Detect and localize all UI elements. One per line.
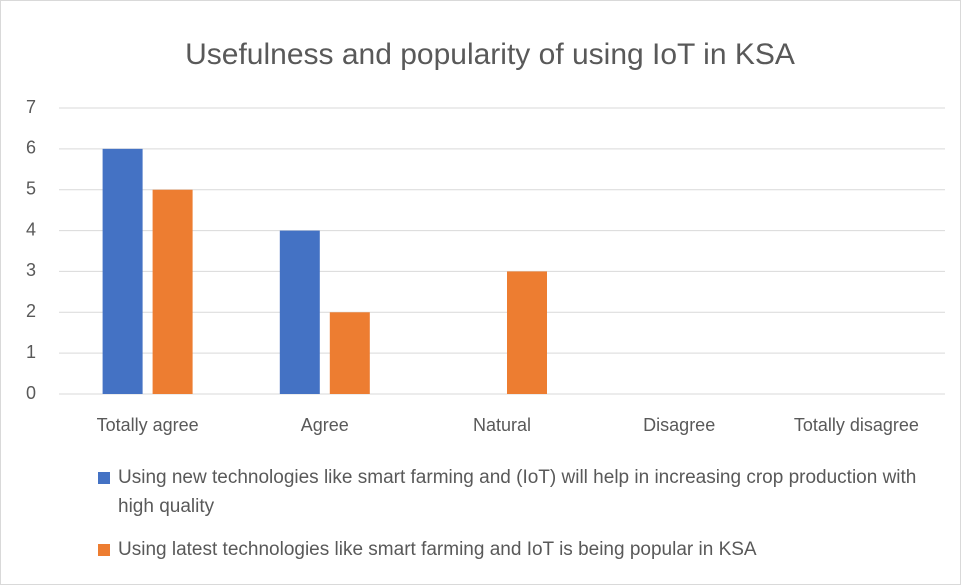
bar xyxy=(279,230,320,394)
y-tick-label: 2 xyxy=(26,301,36,321)
bar xyxy=(329,312,370,394)
y-tick-label: 5 xyxy=(26,178,36,198)
y-tick-label: 3 xyxy=(26,260,36,280)
y-tick-label: 4 xyxy=(26,219,36,239)
x-tick-label: Totally disagree xyxy=(794,415,919,435)
y-tick-label: 1 xyxy=(26,342,36,362)
legend-swatch xyxy=(98,472,110,484)
legend-label: Using new technologies like smart farmin… xyxy=(118,467,917,517)
bar xyxy=(152,189,193,394)
legend-swatch xyxy=(98,544,110,556)
legend-item: Using new technologies like smart farmin… xyxy=(98,463,918,521)
chart-title: Usefulness and popularity of using IoT i… xyxy=(185,38,795,71)
x-tick-label: Natural xyxy=(473,415,531,435)
y-tick-label: 7 xyxy=(26,97,36,117)
x-tick-label: Disagree xyxy=(643,415,715,435)
y-tick-label: 6 xyxy=(26,138,36,158)
bar xyxy=(507,271,547,394)
bar xyxy=(102,148,143,394)
x-tick-label: Totally agree xyxy=(97,415,199,435)
legend-label: Using latest technologies like smart far… xyxy=(118,539,757,560)
y-tick-label: 0 xyxy=(26,383,36,403)
x-tick-label: Agree xyxy=(301,415,349,435)
legend-item: Using latest technologies like smart far… xyxy=(98,535,918,564)
